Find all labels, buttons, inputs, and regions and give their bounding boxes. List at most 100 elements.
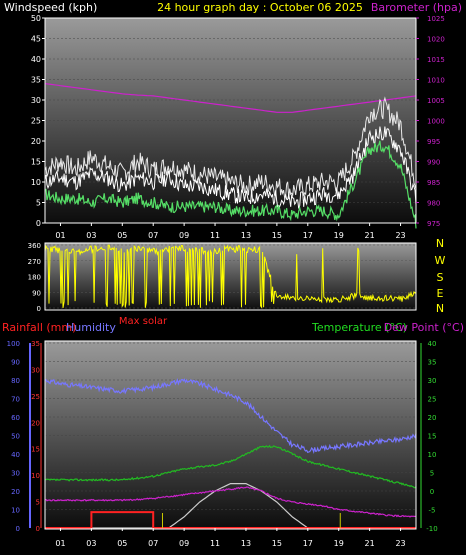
- direction-y-tick-label: 180: [28, 274, 41, 282]
- compass-label: W: [435, 254, 446, 267]
- wind-x-tick-label: 01: [55, 231, 65, 240]
- humidity-line: [44, 378, 417, 454]
- temp-x-tick-label: 23: [395, 539, 405, 548]
- barometer-tick-label: 1000: [427, 118, 445, 126]
- temperature-tick-label: 25: [428, 396, 437, 404]
- humidity-label: Humidity: [66, 321, 116, 334]
- humidity-tick-label: 10: [11, 507, 20, 515]
- rainfall-tick-label: 0: [36, 525, 40, 533]
- barometer-label: Barometer (hpa): [371, 1, 462, 14]
- wind-y-tick-label: 35: [31, 76, 41, 85]
- barometer-tick-label: 1010: [427, 77, 445, 85]
- wind-y-tick-label: 20: [31, 137, 41, 146]
- dewpoint-line: [44, 486, 416, 518]
- direction-y-tick-label: 360: [28, 242, 41, 250]
- temperature-tick-label: 40: [428, 340, 437, 348]
- windspeed-label: Windspeed (kph): [4, 1, 97, 14]
- wind-speed-line: [44, 126, 417, 209]
- rainfall-tick-label: 20: [31, 419, 40, 427]
- barometer-tick-label: 985: [427, 179, 440, 187]
- temp-x-tick-label: 19: [334, 539, 344, 548]
- temp-x-tick-label: 13: [241, 539, 251, 548]
- temp-x-tick-label: 01: [55, 539, 65, 548]
- humidity-tick-label: 30: [11, 470, 20, 478]
- humidity-tick-label: 90: [11, 359, 20, 367]
- humidity-tick-label: 0: [16, 525, 20, 533]
- wind-x-tick-label: 11: [210, 231, 220, 240]
- wind-y-tick-label: 0: [36, 219, 41, 228]
- humidity-tick-label: 70: [11, 396, 20, 404]
- max-solar-label: Max solar: [119, 316, 168, 327]
- temperature-tick-label: -10: [426, 525, 437, 533]
- temp-x-tick-label: 21: [365, 539, 375, 548]
- graph-title: 24 hour graph day : October 06 2025: [157, 1, 363, 14]
- barometer-tick-label: 1015: [427, 56, 445, 64]
- temperature-tick-label: -5: [429, 507, 436, 515]
- wind-x-tick-label: 07: [148, 231, 158, 240]
- rainfall-tick-label: 10: [31, 472, 40, 480]
- wind-x-tick-label: 17: [303, 231, 313, 240]
- temp-panel: 010203040506070809010005101520253035-10-…: [7, 340, 438, 548]
- direction-y-tick-label: 90: [32, 289, 41, 297]
- temperature-label: Temperature (°C): [311, 321, 407, 334]
- wind-x-tick-label: 13: [241, 231, 251, 240]
- barometer-tick-label: 1005: [427, 97, 445, 105]
- wind-y-tick-label: 15: [31, 158, 41, 167]
- barometer-tick-label: 1020: [427, 36, 445, 44]
- wind-average-line: [44, 140, 417, 229]
- rainfall-tick-label: 15: [31, 446, 40, 454]
- humidity-tick-label: 40: [11, 451, 20, 459]
- wind-y-tick-label: 10: [31, 178, 41, 187]
- temp-x-tick-label: 09: [179, 539, 189, 548]
- humidity-tick-label: 100: [7, 340, 20, 348]
- barometer-tick-label: 990: [427, 159, 440, 167]
- wind-y-tick-label: 30: [31, 96, 41, 105]
- humidity-tick-label: 50: [11, 433, 20, 441]
- wind-gust-line: [44, 96, 417, 200]
- wind-x-tick-label: 05: [117, 231, 127, 240]
- wind-x-tick-label: 09: [179, 231, 189, 240]
- temp-x-tick-label: 15: [272, 539, 282, 548]
- humidity-tick-label: 80: [11, 377, 20, 385]
- temp-x-tick-label: 05: [117, 539, 127, 548]
- temperature-tick-label: 20: [428, 414, 437, 422]
- rainfall-tick-label: 5: [36, 499, 40, 507]
- wind-panel: 0510152025303540455097598098599099510001…: [31, 14, 445, 240]
- temp-x-tick-label: 17: [303, 539, 313, 548]
- wind-y-tick-label: 5: [36, 199, 41, 208]
- temperature-tick-label: 10: [428, 451, 437, 459]
- temp-x-tick-label: 11: [210, 539, 220, 548]
- wind-x-tick-label: 03: [86, 231, 96, 240]
- wind-x-tick-label: 21: [365, 231, 375, 240]
- rainfall-tick-label: 25: [31, 393, 40, 401]
- temp-panel-bg: [45, 341, 416, 529]
- dewpoint-label: Dew Point (°C): [384, 321, 464, 334]
- temp-x-tick-label: 07: [148, 539, 158, 548]
- temperature-tick-label: 35: [428, 359, 437, 367]
- barometer-line: [44, 83, 417, 113]
- direction-line: [44, 244, 417, 309]
- wind-y-tick-label: 50: [31, 14, 41, 23]
- rainfall-tick-label: 35: [31, 340, 40, 348]
- temp-x-tick-label: 03: [86, 539, 96, 548]
- rainfall-label: Rainfall (mm): [2, 321, 76, 334]
- temperature-tick-label: 5: [430, 470, 434, 478]
- wind-x-tick-label: 19: [334, 231, 344, 240]
- wind-x-tick-label: 23: [395, 231, 405, 240]
- humidity-tick-label: 20: [11, 488, 20, 496]
- direction-y-tick-label: 0: [37, 305, 41, 313]
- temperature-tick-label: 15: [428, 433, 437, 441]
- temperature-line: [45, 444, 417, 489]
- wind-x-tick-label: 15: [272, 231, 282, 240]
- barometer-tick-label: 980: [427, 200, 440, 208]
- compass-label: S: [437, 271, 444, 284]
- direction-panel-frame: [44, 242, 417, 311]
- temperature-tick-label: 0: [430, 488, 434, 496]
- temp-panel-frame: [44, 340, 417, 530]
- barometer-tick-label: 1025: [427, 15, 445, 23]
- barometer-tick-label: 995: [427, 138, 440, 146]
- compass-label: N: [436, 237, 444, 250]
- wind-y-tick-label: 25: [31, 117, 41, 126]
